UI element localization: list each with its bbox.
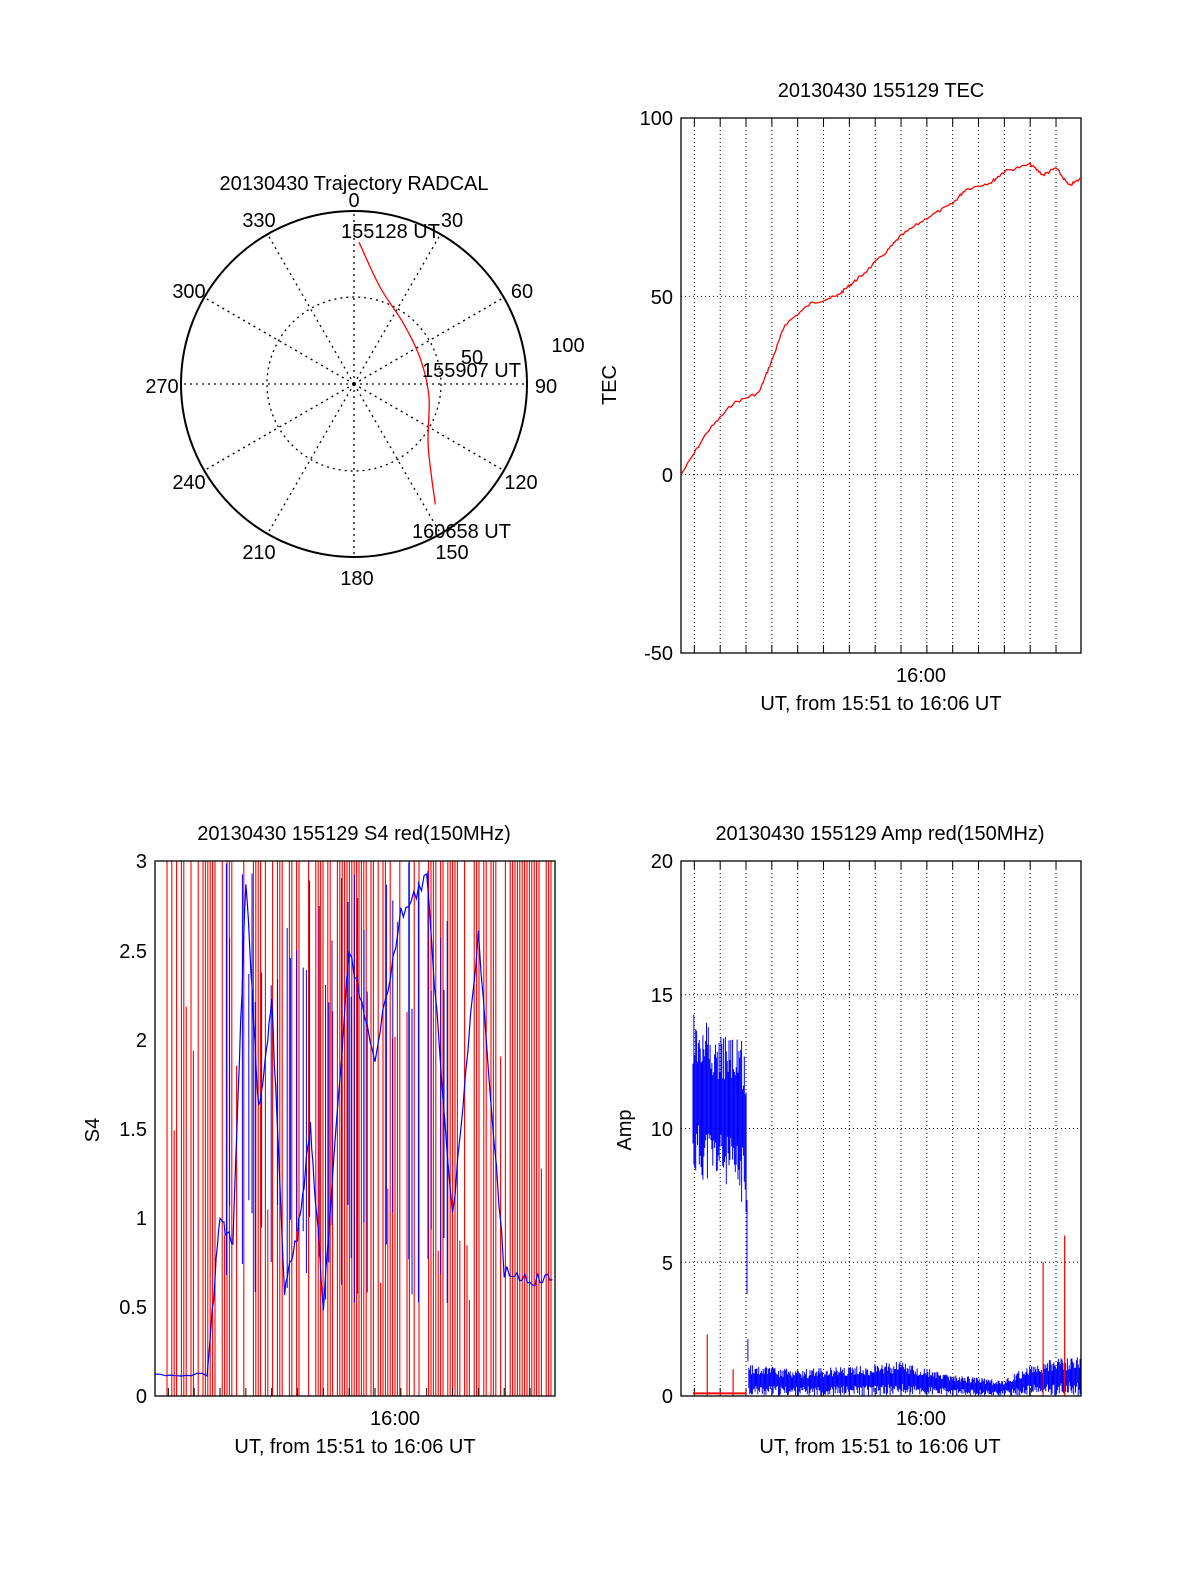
s4-xtick-label: 16:00: [370, 1408, 420, 1430]
amp-y-axis-label: Amp: [614, 1109, 636, 1150]
tec-plot-frame: [680, 117, 1082, 654]
amp-plot-frame: [680, 860, 1082, 1397]
azimuth-label-90: 90: [535, 376, 557, 398]
polar-spoke-240: [203, 383, 355, 472]
s4-plot-frame: [154, 860, 556, 1397]
polar-labels: 0 30 60 90 120 150 180 210 240 270 300 3…: [145, 190, 584, 590]
amp-red-series: [693, 1235, 1066, 1396]
amp-blue-series: [692, 1014, 1082, 1396]
s4-panel: 20130430 155129 S4 red(150MHz) 3 2.5 2 1…: [82, 823, 556, 1458]
tec-y-axis-label: TEC: [599, 365, 621, 405]
amp-x-axis-label: UT, from 15:51 to 16:06 UT: [759, 1436, 1000, 1458]
polar-grid-ring: [266, 296, 442, 472]
tec-y-ticks: 100 50 0 -50: [640, 108, 673, 665]
s4-blue-series-line: [154, 873, 553, 1377]
amp-ytick-label: 15: [651, 985, 673, 1007]
s4-ytick-label: 1: [136, 1208, 147, 1230]
azimuth-label-0: 0: [348, 190, 359, 212]
radial-label-50: 50: [461, 347, 483, 369]
azimuth-label-180: 180: [340, 568, 373, 590]
amp-y-ticks: 20 15 10 5 0: [651, 851, 673, 1408]
amp-title: 20130430 155129 Amp red(150MHz): [715, 823, 1044, 845]
polar-spoke-330: [266, 233, 355, 385]
polar-panel: 20130430 Trajectory RADCAL 0 30 60 90 12…: [145, 173, 584, 590]
tec-ytick-label: 50: [651, 287, 673, 309]
s4-ytick-label: 0: [136, 1386, 147, 1408]
radial-label-100: 100: [551, 335, 584, 357]
azimuth-label-150: 150: [435, 542, 468, 564]
azimuth-label-210: 210: [242, 542, 275, 564]
polar-spoke-210: [266, 383, 355, 535]
tec-x-axis-label: UT, from 15:51 to 16:06 UT: [760, 693, 1001, 715]
tec-title: 20130430 155129 TEC: [778, 80, 984, 102]
annotation-mid-time: 155907 UT: [422, 360, 521, 382]
azimuth-label-300: 300: [172, 281, 205, 303]
polar-spoke-300: [203, 296, 355, 385]
annotation-end-time: 160658 UT: [412, 521, 511, 543]
trajectory-line: [358, 241, 436, 505]
s4-title: 20130430 155129 S4 red(150MHz): [197, 823, 511, 845]
azimuth-label-330: 330: [242, 210, 275, 232]
tec-grid: [681, 117, 1081, 654]
annotation-start-time: 155128 UT: [341, 221, 440, 243]
polar-spoke-120: [353, 383, 505, 472]
amp-ytick-label: 20: [651, 851, 673, 873]
tec-panel: 20130430 155129 TEC 100 50 0 -50 16:00 U…: [599, 80, 1082, 715]
polar-title: 20130430 Trajectory RADCAL: [219, 173, 488, 195]
polar-spokes: [181, 211, 527, 557]
s4-y-ticks: 3 2.5 2 1.5 1 0.5 0: [119, 851, 147, 1408]
polar-outer-circle: [180, 210, 528, 558]
tec-ytick-label: 0: [662, 465, 673, 487]
azimuth-label-30: 30: [441, 210, 463, 232]
s4-ytick-label: 3: [136, 851, 147, 873]
s4-ytick-label: 1.5: [119, 1119, 147, 1141]
s4-y-axis-label: S4: [82, 1118, 104, 1142]
s4-blue-spikes: [225, 862, 448, 1303]
azimuth-label-270: 270: [145, 376, 178, 398]
s4-x-axis-label: UT, from 15:51 to 16:06 UT: [234, 1436, 475, 1458]
amp-xtick-label: 16:00: [896, 1408, 946, 1430]
s4-tick-marks: [167, 1388, 531, 1396]
polar-spoke-150: [353, 383, 442, 535]
polar-spoke-60: [353, 296, 505, 385]
s4-ytick-label: 0.5: [119, 1297, 147, 1319]
amp-ytick-label: 5: [662, 1253, 673, 1275]
tec-series-line: [680, 161, 1082, 476]
polar-spoke-30: [353, 233, 442, 385]
tec-ytick-label: 100: [640, 108, 673, 130]
amp-ytick-label: 10: [651, 1119, 673, 1141]
azimuth-label-60: 60: [511, 281, 533, 303]
amp-panel: 20130430 155129 Amp red(150MHz) 20 15 10…: [614, 823, 1082, 1458]
s4-ytick-label: 2: [136, 1030, 147, 1052]
tec-ytick-label: -50: [644, 643, 673, 665]
tec-xtick-label: 16:00: [896, 665, 946, 687]
azimuth-label-240: 240: [172, 472, 205, 494]
s4-ytick-label: 2.5: [119, 941, 147, 963]
azimuth-label-120: 120: [504, 472, 537, 494]
amp-ytick-label: 0: [662, 1386, 673, 1408]
